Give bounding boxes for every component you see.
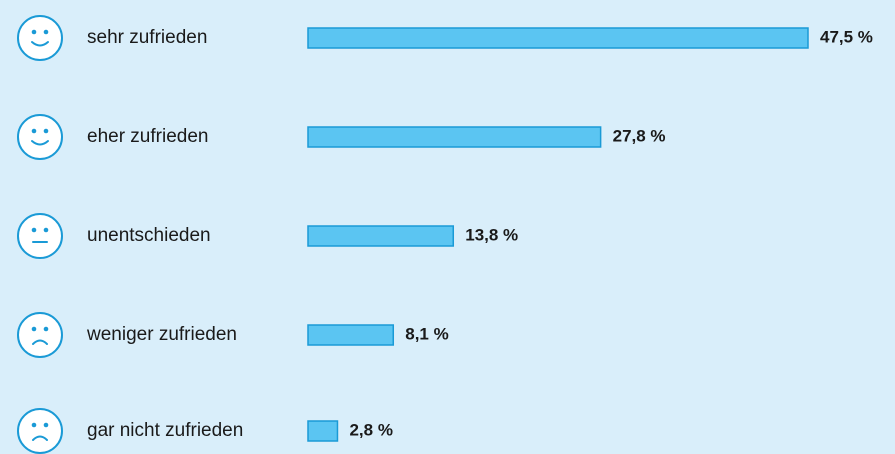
smiley-face xyxy=(17,408,63,454)
value-label: 8,1 % xyxy=(405,324,448,343)
bar xyxy=(307,225,455,247)
smiley-eye xyxy=(31,422,37,428)
smiley-icon xyxy=(17,408,63,454)
category-label: sehr zufrieden xyxy=(87,27,207,48)
category-label: gar nicht zufrieden xyxy=(87,420,243,441)
smiley-mouth xyxy=(31,140,49,146)
smiley-eye xyxy=(31,29,37,35)
smiley-eye xyxy=(43,29,49,35)
category-label: unentschieden xyxy=(87,225,211,246)
bar xyxy=(307,324,395,346)
smiley-icon xyxy=(17,213,63,259)
smiley-eye xyxy=(31,326,37,332)
smiley-eye xyxy=(43,128,49,134)
smiley-eye xyxy=(31,128,37,134)
smiley-face xyxy=(17,312,63,358)
smiley-mouth xyxy=(31,41,49,47)
bar xyxy=(307,126,602,148)
smiley-mouth xyxy=(32,339,48,345)
smiley-eye xyxy=(31,227,37,233)
category-label: weniger zufrieden xyxy=(86,324,237,345)
smiley-eye xyxy=(43,422,49,428)
smiley-icon xyxy=(17,114,63,160)
category-label: eher zufrieden xyxy=(87,126,208,147)
smiley-icon xyxy=(17,15,63,61)
value-label: 47,5 % xyxy=(820,27,873,46)
smiley-face xyxy=(17,114,63,160)
smiley-face xyxy=(17,15,63,61)
smiley-face xyxy=(17,213,63,259)
smiley-eye xyxy=(43,227,49,233)
value-label: 27,8 % xyxy=(613,126,666,145)
value-label: 13,8 % xyxy=(465,225,518,244)
smiley-icon xyxy=(17,312,63,358)
value-label: 2,8 % xyxy=(349,420,392,439)
bar xyxy=(307,27,809,49)
bar xyxy=(307,420,339,442)
smiley-mouth xyxy=(32,435,48,441)
smiley-eye xyxy=(43,326,49,332)
